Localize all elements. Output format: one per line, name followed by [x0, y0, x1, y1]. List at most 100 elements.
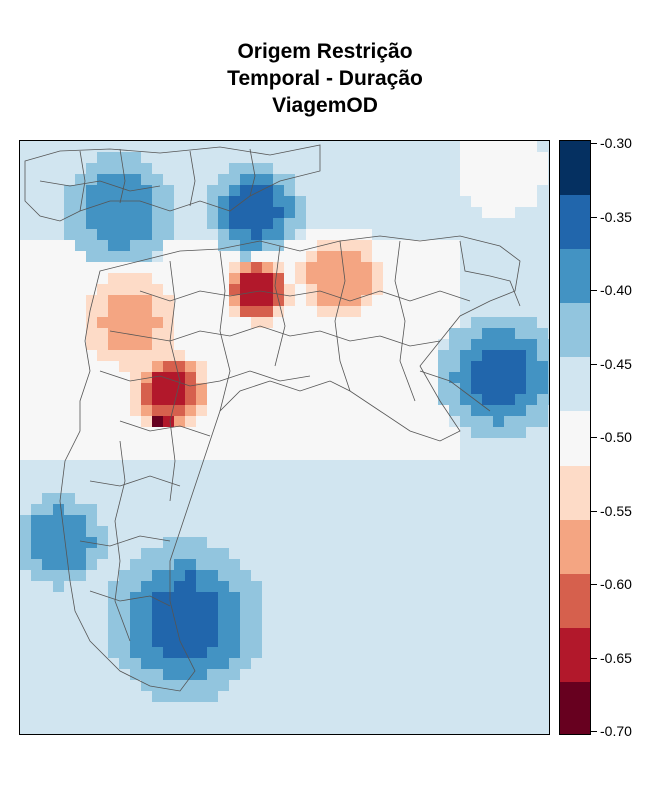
heatmap-cell: [339, 240, 351, 252]
heatmap-cell: [339, 471, 351, 483]
heatmap-cell: [449, 537, 461, 549]
heatmap-cell: [185, 581, 197, 593]
heatmap-cell: [394, 185, 406, 197]
heatmap-cell: [548, 438, 549, 450]
heatmap-cell: [537, 526, 549, 538]
heatmap-cell: [273, 504, 285, 516]
heatmap-cell: [526, 350, 538, 362]
heatmap-cell: [42, 537, 54, 549]
heatmap-cell: [361, 218, 373, 230]
heatmap-cell: [339, 482, 351, 494]
heatmap-cell: [317, 559, 329, 571]
legend-swatch: [560, 249, 590, 305]
heatmap-cell: [394, 504, 406, 516]
heatmap-cell: [75, 592, 87, 604]
heatmap-cell: [218, 482, 230, 494]
heatmap-cell: [97, 328, 109, 340]
heatmap-cell: [383, 251, 395, 263]
heatmap-cell: [75, 251, 87, 263]
heatmap-cell: [317, 570, 329, 582]
heatmap-cell: [152, 526, 164, 538]
heatmap-cell: [361, 361, 373, 373]
heatmap-cell: [449, 383, 461, 395]
heatmap-cell: [361, 702, 373, 714]
heatmap-cell: [317, 251, 329, 263]
heatmap-cell: [42, 240, 54, 252]
heatmap-cell: [251, 328, 263, 340]
heatmap-cell: [339, 361, 351, 373]
heatmap-cell: [174, 504, 186, 516]
heatmap-cell: [526, 702, 538, 714]
heatmap-cell: [372, 317, 384, 329]
heatmap-cell: [361, 328, 373, 340]
heatmap-cell: [251, 471, 263, 483]
heatmap-cell: [493, 504, 505, 516]
heatmap-cell: [526, 185, 538, 197]
heatmap-cell: [493, 449, 505, 461]
heatmap-cell: [141, 526, 153, 538]
heatmap-cell: [53, 427, 65, 439]
heatmap-cell: [130, 284, 142, 296]
heatmap-cell: [31, 196, 43, 208]
heatmap-cell: [218, 548, 230, 560]
heatmap-cell: [537, 625, 549, 637]
heatmap-cell: [251, 251, 263, 263]
heatmap-cell: [185, 174, 197, 186]
heatmap-cell: [53, 163, 65, 175]
heatmap-cell: [372, 251, 384, 263]
heatmap-cell: [218, 724, 230, 734]
heatmap-cell: [152, 218, 164, 230]
heatmap-cell: [218, 537, 230, 549]
heatmap-cell: [207, 372, 219, 384]
heatmap-cell: [350, 592, 362, 604]
heatmap-cell: [306, 196, 318, 208]
heatmap-cell: [504, 339, 516, 351]
heatmap-cell: [218, 196, 230, 208]
heatmap-cell: [174, 658, 186, 670]
heatmap-cell: [163, 350, 175, 362]
heatmap-cell: [262, 416, 274, 428]
heatmap-cell: [273, 262, 285, 274]
heatmap-cell: [42, 306, 54, 318]
heatmap-cell: [383, 548, 395, 560]
heatmap-cell: [251, 394, 263, 406]
heatmap-cell: [64, 493, 76, 505]
heatmap-cell: [185, 185, 197, 197]
heatmap-cell: [317, 350, 329, 362]
heatmap-cell: [471, 460, 483, 472]
heatmap-cell: [108, 339, 120, 351]
heatmap-cell: [284, 636, 296, 648]
heatmap-cell: [339, 438, 351, 450]
heatmap-cell: [229, 295, 241, 307]
heatmap-cell: [42, 482, 54, 494]
heatmap-cell: [449, 449, 461, 461]
heatmap-cell: [328, 350, 340, 362]
heatmap-cell: [416, 218, 428, 230]
heatmap-cell: [64, 350, 76, 362]
heatmap-cell: [317, 416, 329, 428]
heatmap-cell: [218, 427, 230, 439]
heatmap-cell: [240, 207, 252, 219]
heatmap-cell: [471, 537, 483, 549]
heatmap-cell: [438, 251, 450, 263]
heatmap-cell: [240, 262, 252, 274]
heatmap-cell: [240, 515, 252, 527]
heatmap-cell: [317, 691, 329, 703]
heatmap-cell: [416, 306, 428, 318]
heatmap-cell: [383, 416, 395, 428]
heatmap-cell: [141, 174, 153, 186]
heatmap-cell: [350, 449, 362, 461]
heatmap-cell: [548, 185, 549, 197]
heatmap-cell: [207, 526, 219, 538]
heatmap-cell: [493, 251, 505, 263]
heatmap-cell: [174, 669, 186, 681]
heatmap-cell: [317, 581, 329, 593]
heatmap-cell: [306, 229, 318, 241]
heatmap-cell: [405, 405, 417, 417]
heatmap-cell: [526, 339, 538, 351]
heatmap-cell: [97, 185, 109, 197]
heatmap-cell: [86, 273, 98, 285]
heatmap-cell: [75, 548, 87, 560]
heatmap-cell: [515, 548, 527, 560]
heatmap-cell: [526, 603, 538, 615]
